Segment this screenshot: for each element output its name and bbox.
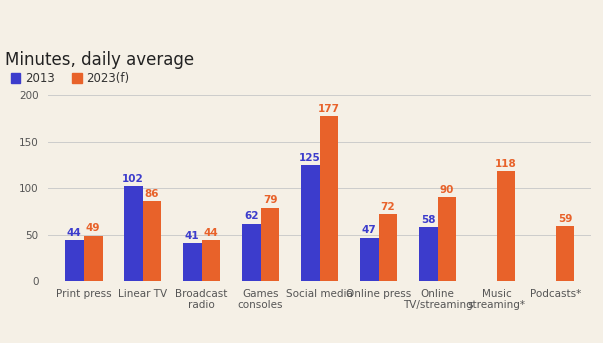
Text: 44: 44 (204, 228, 218, 238)
Text: 86: 86 (145, 189, 159, 199)
Bar (320, 117, 338, 281)
Text: 41: 41 (185, 231, 200, 241)
Bar (555, 226, 575, 281)
Text: 118: 118 (495, 159, 517, 169)
Text: 59: 59 (558, 214, 572, 224)
Text: 62: 62 (244, 211, 259, 221)
Text: 72: 72 (380, 202, 396, 212)
Bar (496, 172, 516, 281)
Bar (260, 208, 279, 281)
Bar (183, 243, 201, 281)
Bar (143, 201, 162, 281)
Text: Minutes, daily average: Minutes, daily average (5, 50, 194, 69)
Text: 90: 90 (440, 185, 454, 195)
Text: 44: 44 (67, 228, 81, 238)
Bar (418, 227, 438, 281)
Bar (65, 240, 84, 281)
Bar (360, 237, 379, 281)
Bar (124, 186, 143, 281)
Text: 49: 49 (86, 223, 100, 233)
Bar (201, 240, 221, 281)
Bar (242, 224, 260, 281)
Bar (84, 236, 103, 281)
Bar (379, 214, 397, 281)
Legend: 2013, 2023(f): 2013, 2023(f) (11, 72, 130, 85)
Bar (301, 165, 320, 281)
Text: 177: 177 (318, 104, 340, 114)
Bar (438, 198, 456, 281)
Text: 47: 47 (362, 225, 376, 235)
Text: 58: 58 (421, 215, 435, 225)
Text: 79: 79 (263, 196, 277, 205)
Text: 125: 125 (299, 153, 321, 163)
Text: 102: 102 (122, 174, 144, 184)
